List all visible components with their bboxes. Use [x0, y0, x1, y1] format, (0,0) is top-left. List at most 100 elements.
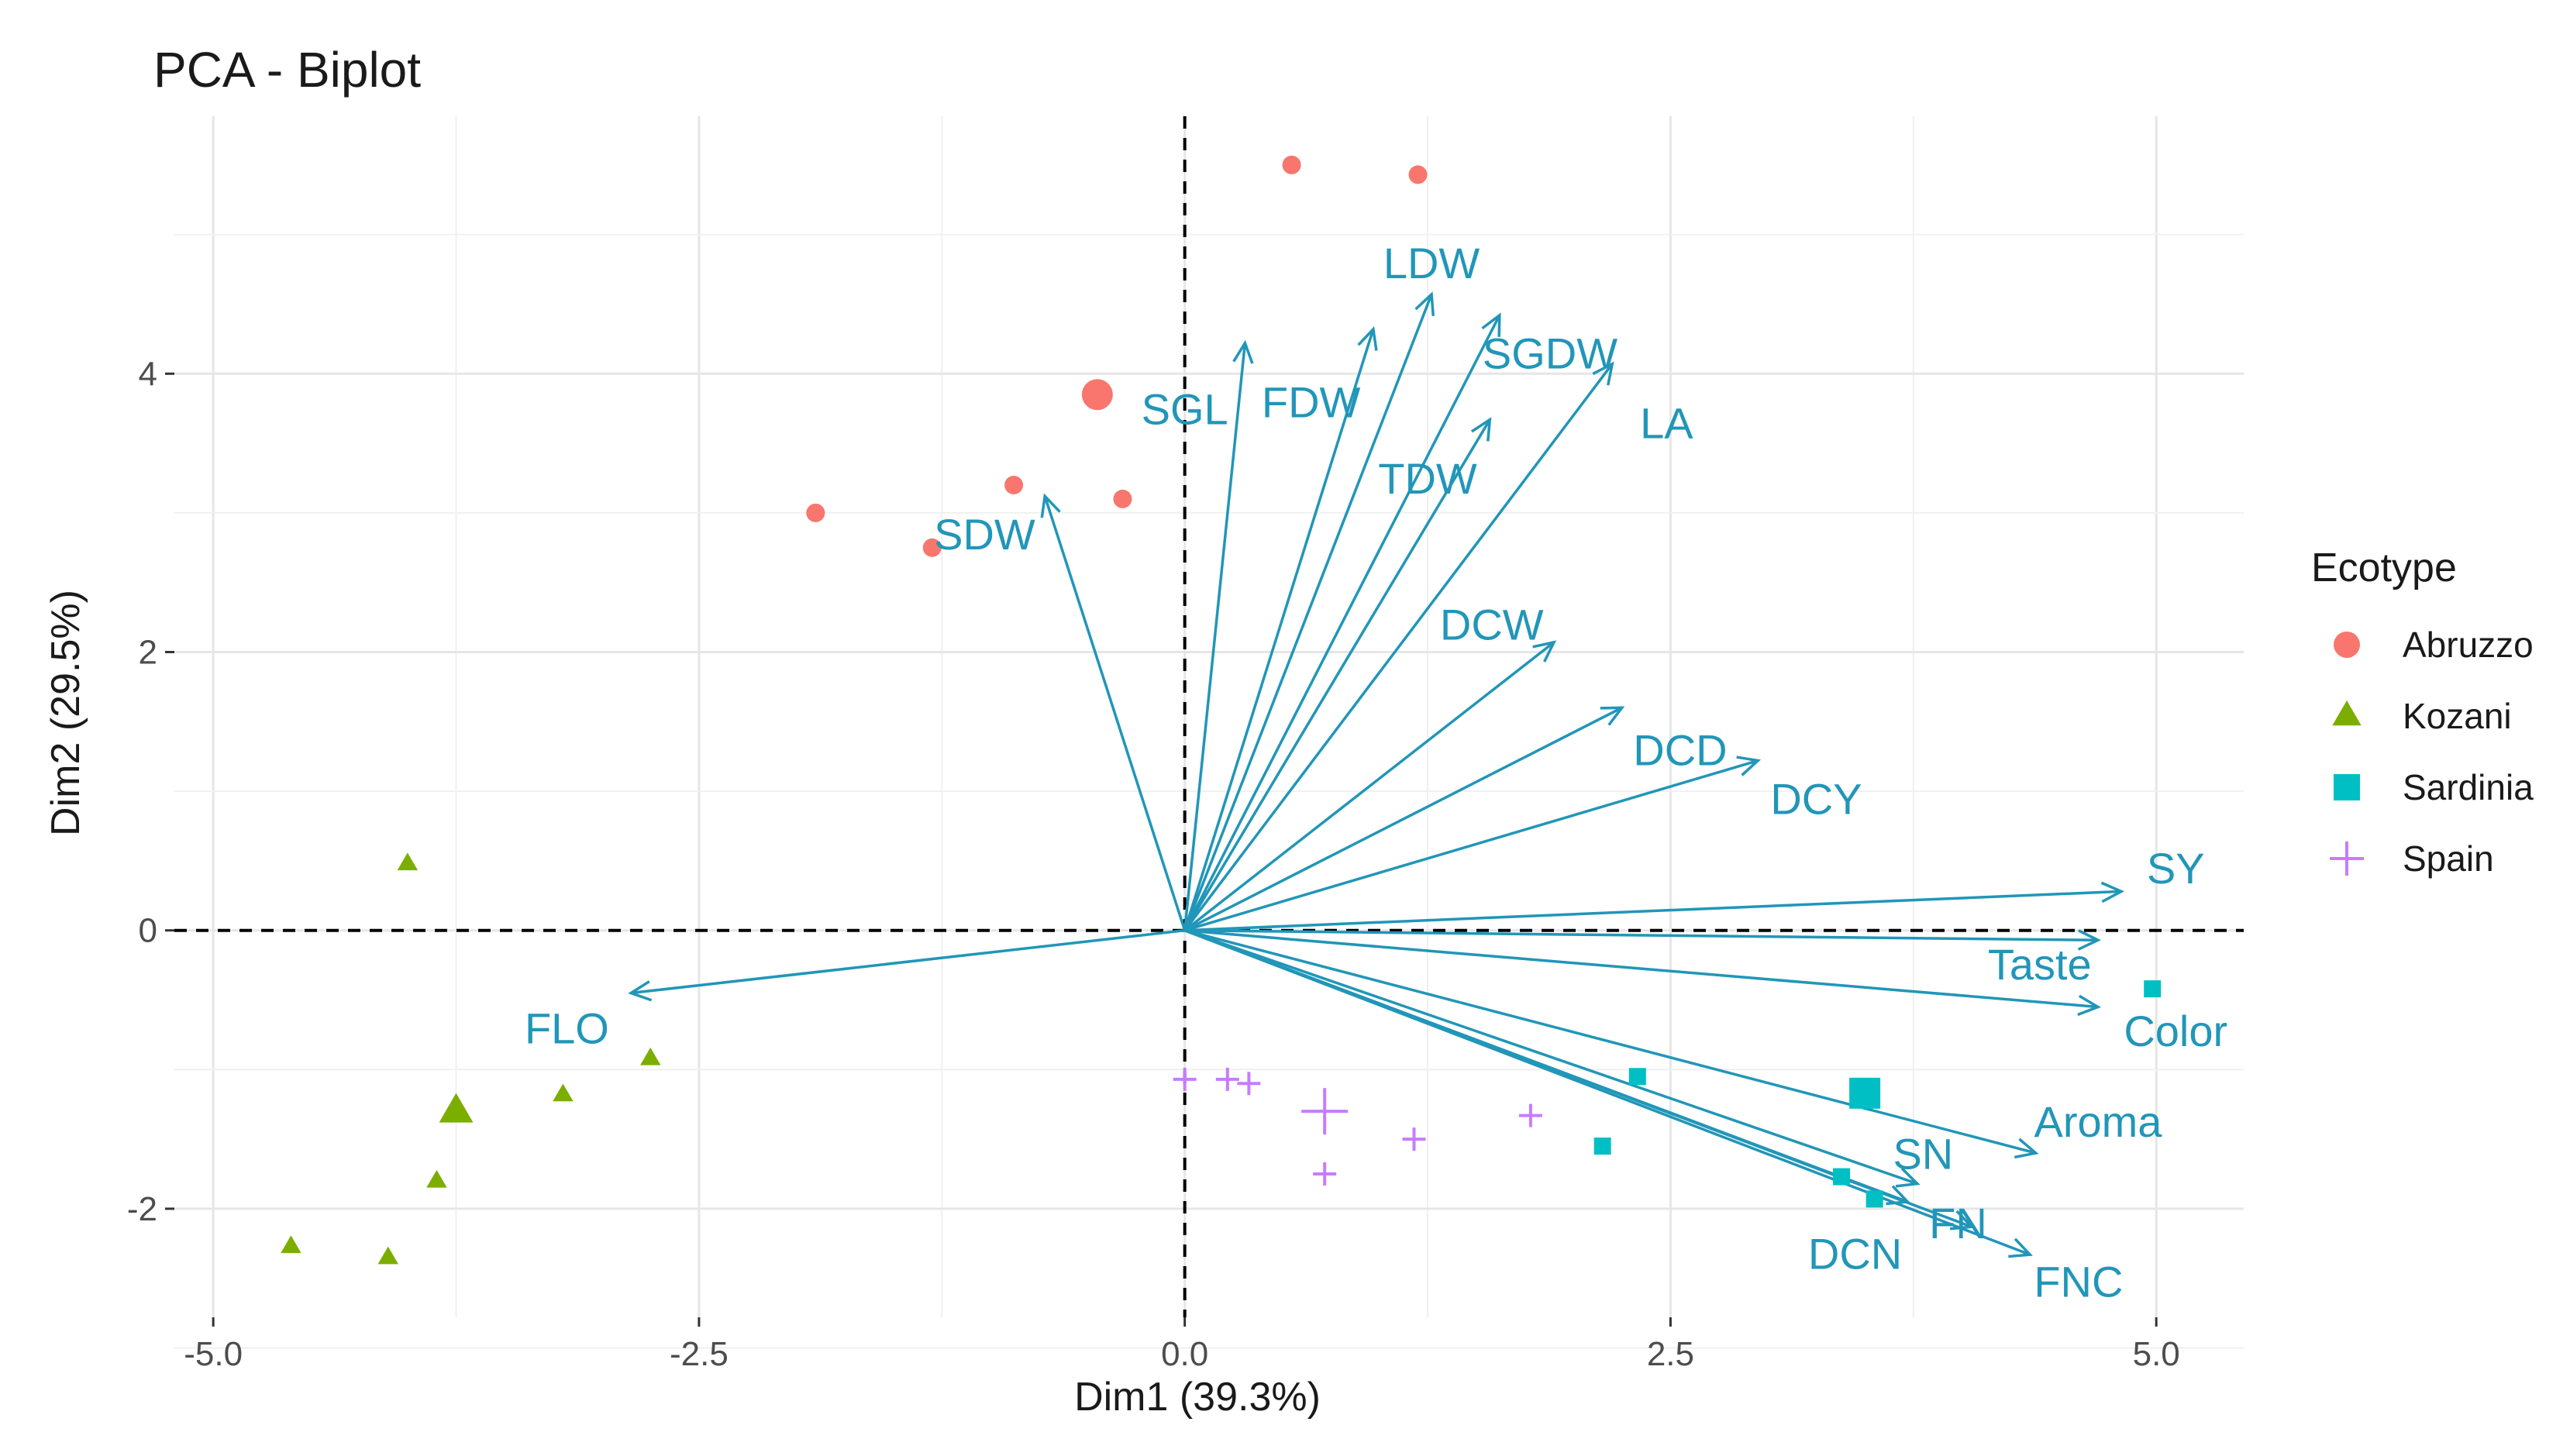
- vector-la: [1183, 361, 1614, 931]
- legend-label: Kozani: [2403, 696, 2512, 736]
- y-tick-label: 2: [139, 633, 157, 671]
- data-point: [806, 503, 825, 522]
- data-point: [1313, 1162, 1337, 1186]
- y-axis-ticks: -2 0 2 4: [127, 355, 174, 1228]
- data-point: [377, 1246, 398, 1265]
- vector-arrowhead: [1040, 493, 1061, 518]
- variable-label-taste: Taste: [1988, 940, 2092, 989]
- vector-fdw: [1183, 325, 1378, 931]
- vector-arrowhead: [1592, 361, 1614, 386]
- legend-item-kozani: Kozani: [2332, 696, 2512, 736]
- variable-label-dcn: DCN: [1808, 1230, 1902, 1279]
- vector-shaft: [1183, 418, 1491, 931]
- legend: Ecotype Abruzzo Kozani Sardinia Spain: [2311, 546, 2534, 879]
- legend-key: [2334, 774, 2360, 800]
- data-point: [1237, 1072, 1261, 1096]
- vector-dcy: [1184, 756, 1762, 932]
- variable-vectors: [628, 291, 2125, 1258]
- grid: [174, 116, 2244, 1349]
- legend-key: [2332, 700, 2362, 726]
- vector-shaft: [1183, 315, 1501, 931]
- data-point: [426, 1169, 447, 1188]
- x-axis-ticks: -5.0 -2.5 0.0 2.5 5.0: [184, 1317, 2180, 1373]
- reference-lines: [174, 116, 2244, 1317]
- data-point: [1402, 1127, 1426, 1151]
- vector-dcn: [1184, 929, 1911, 1206]
- vector-shaft: [1183, 294, 1433, 931]
- vector-tdw: [1183, 417, 1492, 931]
- variable-label-color: Color: [2124, 1007, 2227, 1055]
- data-point: [397, 852, 419, 871]
- x-axis-title: Dim1 (39.3%): [1074, 1375, 1321, 1420]
- data-point: [1282, 155, 1301, 174]
- vector-shaft: [1184, 929, 1908, 1203]
- data-point: [1113, 489, 1132, 508]
- variable-label-sdw: SDW: [934, 510, 1035, 559]
- vector-arrowhead: [2008, 1237, 2033, 1258]
- variable-label-dcw: DCW: [1440, 601, 1544, 649]
- variable-label-sn: SN: [1893, 1129, 1953, 1178]
- vector-dcd: [1183, 706, 1625, 932]
- data-point: [922, 538, 942, 557]
- x-tick-label: 5.0: [2133, 1335, 2180, 1373]
- legend-label: Sardinia: [2403, 767, 2534, 807]
- vector-shaft: [1183, 329, 1375, 931]
- data-point: [2144, 980, 2162, 998]
- data-point: [1173, 1067, 1197, 1091]
- individual-points: [281, 155, 2162, 1265]
- data-point: [1628, 1068, 1646, 1086]
- vector-shaft: [1043, 495, 1187, 931]
- vector-arrowhead: [1357, 325, 1378, 351]
- group-centroid: [1081, 379, 1113, 411]
- vector-shaft: [1184, 928, 2098, 942]
- data-point: [553, 1083, 574, 1102]
- y-axis-title: Dim2 (29.5%): [43, 590, 88, 836]
- vector-dcw: [1183, 640, 1557, 932]
- data-point: [1865, 1190, 1883, 1208]
- vector-arrowhead: [1886, 1185, 1911, 1206]
- legend-label: Abruzzo: [2403, 625, 2534, 665]
- vector-arrowhead: [1470, 417, 1492, 442]
- legend-item-spain: Spain: [2330, 838, 2494, 879]
- y-tick-label: 4: [139, 355, 157, 393]
- legend-title: Ecotype: [2311, 546, 2457, 590]
- data-point: [1004, 475, 1024, 494]
- group-centroid: [1301, 1088, 1349, 1135]
- vector-arrowhead: [1895, 1167, 1921, 1188]
- vector-sn: [1184, 929, 1921, 1188]
- legend-item-abruzzo: Abruzzo: [2334, 625, 2534, 665]
- vector-arrowhead: [628, 980, 653, 1002]
- variable-label-sgdw: SGDW: [1483, 329, 1617, 378]
- x-tick-label: 2.5: [1647, 1335, 1694, 1373]
- vector-arrowhead: [1414, 291, 1435, 316]
- vector-flo: [628, 928, 1185, 1002]
- variable-label-sgl: SGL: [1142, 384, 1228, 433]
- variable-label-fdw: FDW: [1262, 377, 1361, 426]
- vector-shaft: [1183, 363, 1614, 931]
- data-point: [281, 1235, 301, 1254]
- vector-arrowhead: [1481, 312, 1501, 337]
- series-spain: [1173, 1067, 1542, 1186]
- vector-taste: [1184, 928, 2101, 951]
- vector-arrowhead: [2077, 929, 2101, 951]
- data-point: [1215, 1067, 1239, 1091]
- vector-shaft: [1184, 890, 2122, 932]
- vector-shaft: [1184, 928, 2099, 1009]
- vector-arrowhead: [1600, 706, 1625, 726]
- series-kozani: [281, 852, 661, 1265]
- vector-arrowhead: [1232, 339, 1254, 364]
- vector-shaft: [1184, 759, 1759, 932]
- vector-shaft: [630, 928, 1185, 995]
- vector-ldw: [1183, 291, 1435, 931]
- legend-key: [2334, 632, 2360, 658]
- data-point: [1518, 1103, 1542, 1127]
- vector-shaft: [1183, 342, 1247, 931]
- vector-arrowhead: [2077, 994, 2101, 1017]
- x-tick-label: -5.0: [184, 1335, 243, 1373]
- series-abruzzo: [806, 155, 1428, 557]
- data-point: [1833, 1168, 1851, 1186]
- vector-arrowhead: [2100, 881, 2125, 904]
